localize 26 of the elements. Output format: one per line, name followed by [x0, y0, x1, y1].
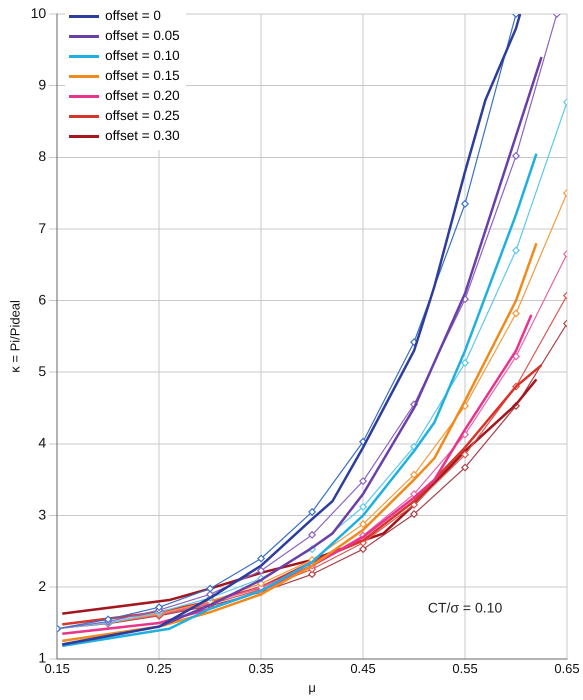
x-tick-label: 0.15: [44, 661, 70, 676]
x-tick-label: 0.45: [350, 661, 376, 676]
y-axis-title: κ = Pi/Pideal: [7, 300, 22, 373]
y-tick-label: 9: [38, 76, 46, 93]
y-tick-label: 6: [38, 291, 46, 308]
annotation: CT/σ = 0.10: [428, 600, 502, 616]
x-tick-label: 0.55: [452, 661, 478, 676]
y-tick-label: 3: [38, 506, 46, 522]
y-tick-label: 8: [38, 148, 46, 164]
y-tick-label: 1: [38, 650, 46, 666]
y-tick-label: 2: [38, 578, 46, 594]
legend-label: offset = 0.30: [105, 127, 180, 145]
legend-label: offset = 0.20: [105, 87, 180, 105]
x-tick-label: 0.35: [248, 661, 274, 676]
y-tick-label: 5: [38, 363, 46, 380]
x-axis-title: μ: [308, 680, 316, 695]
legend-label: offset = 0.05: [105, 27, 180, 45]
y-tick-label: 7: [38, 220, 46, 236]
x-tick-label: 0.25: [146, 661, 172, 676]
legend-label: offset = 0.10: [105, 47, 180, 65]
y-tick-label: 4: [38, 434, 46, 451]
legend-label: offset = 0.25: [105, 107, 180, 125]
legend-label: offset = 0.15: [105, 67, 180, 85]
legend-label: offset = 0: [105, 7, 161, 25]
x-tick-label: 0.65: [554, 661, 580, 676]
y-tick-label: 10: [30, 4, 46, 21]
